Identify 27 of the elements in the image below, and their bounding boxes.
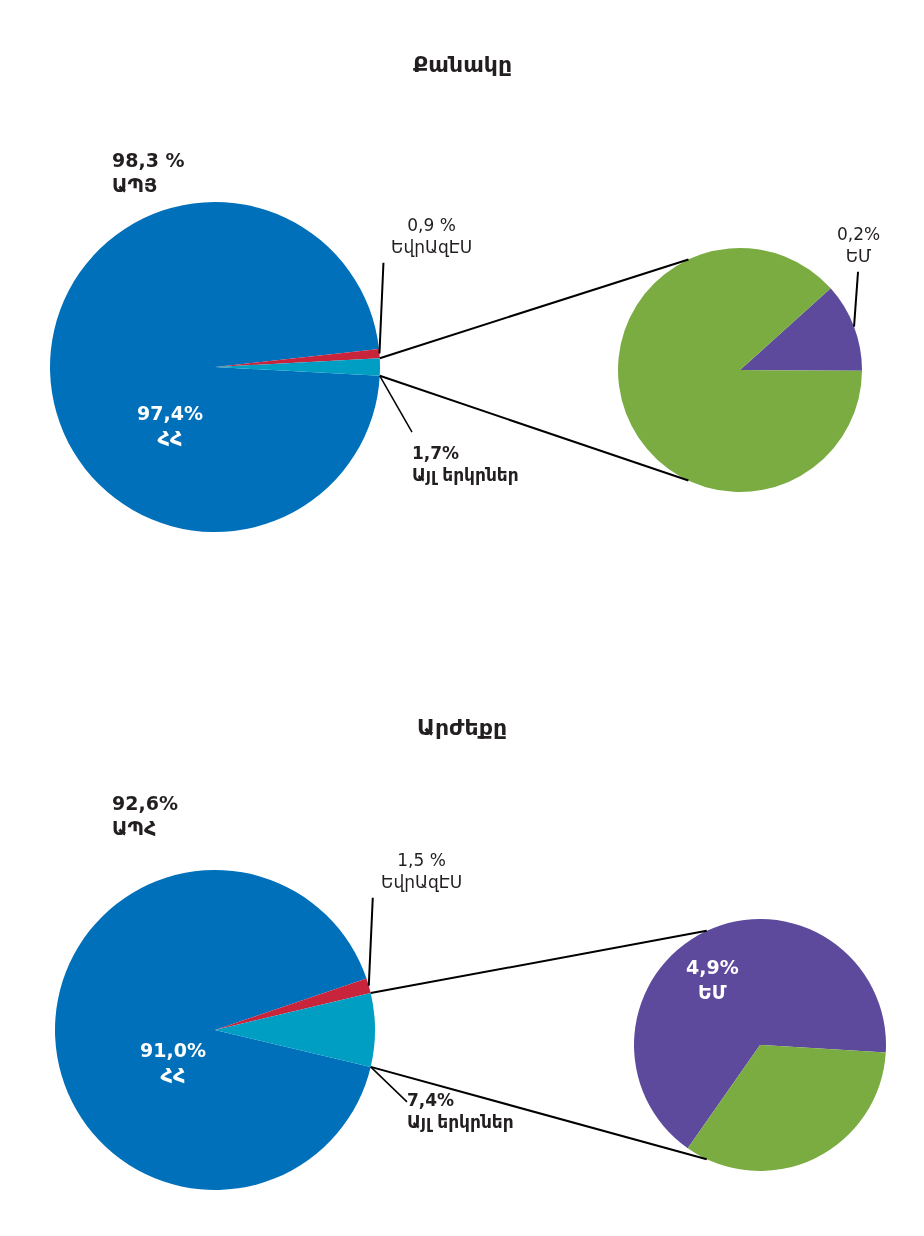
data-label: 1,7% — [412, 443, 460, 463]
slice-label: Այլ երկրներ — [412, 465, 519, 486]
pie-slice — [215, 978, 371, 1030]
data-label: 91,0% — [140, 1039, 206, 1061]
slice-label: ԵՄ — [845, 246, 873, 267]
chart-title: Արժեքը — [417, 715, 508, 740]
pie-slice — [55, 870, 371, 1190]
data-label: 0,9 % — [407, 215, 456, 235]
pie-slice — [215, 993, 375, 1067]
data-label: 97,4% — [137, 402, 203, 424]
text: 92,6% ԱՊՀ — [112, 792, 178, 839]
slice-label: ՀՀ — [160, 1063, 186, 1086]
data-label: 0,2% — [837, 224, 881, 244]
slice-label: ԵՄ — [698, 980, 727, 1003]
slice-label: ՀՀ — [157, 426, 183, 449]
pie-slice — [687, 1045, 886, 1171]
slice-label: ԵվրԱզԷՍ — [381, 872, 463, 893]
text: 98,3 % ԱՊՅ — [112, 149, 185, 196]
pie-slice — [740, 288, 862, 371]
slice-label: Այլ երկրներ — [407, 1112, 514, 1133]
chart-title: Քանակը — [413, 52, 513, 77]
data-label: 1,5 % — [397, 850, 446, 870]
data-label: 4,9% — [686, 956, 739, 978]
data-label: 7,4% — [407, 1090, 455, 1110]
pie-slice — [50, 202, 380, 532]
slice-label: ԵվրԱզԷՍ — [391, 237, 473, 258]
pie-slice — [634, 919, 886, 1149]
